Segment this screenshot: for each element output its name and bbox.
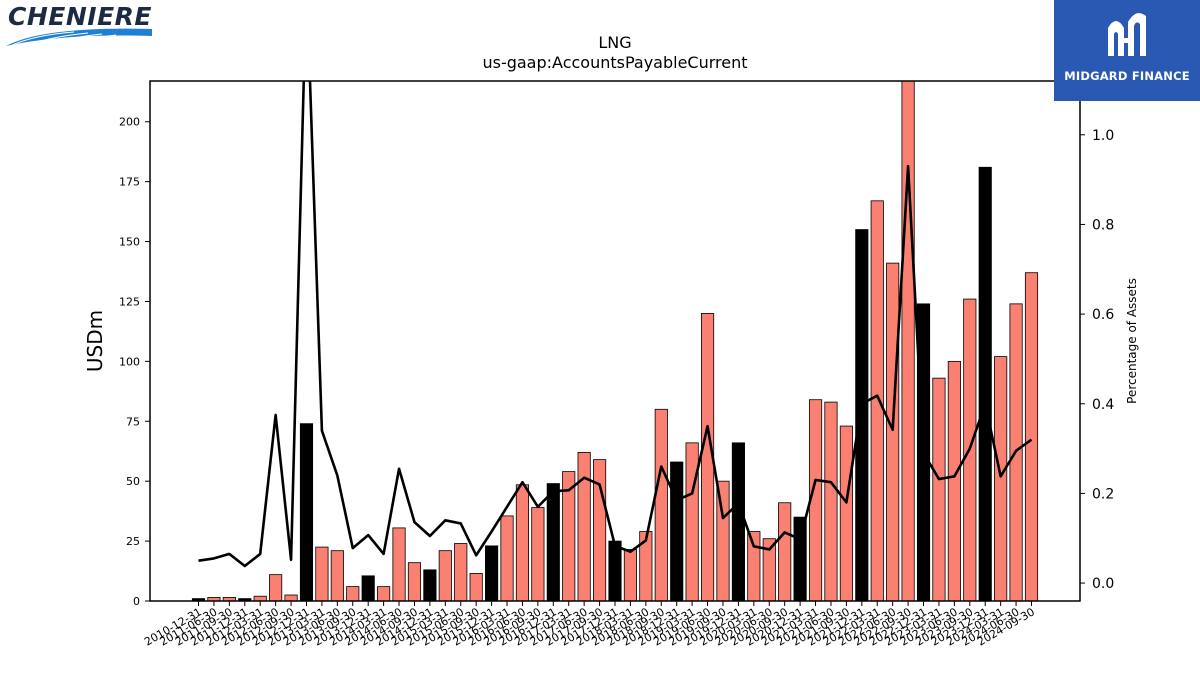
- bar: [500, 515, 514, 601]
- bar: [947, 360, 961, 601]
- bar: [747, 531, 761, 601]
- y-tick-label: 75: [126, 415, 140, 428]
- bar: [269, 574, 283, 601]
- bar: [623, 549, 638, 601]
- bar: [346, 586, 360, 601]
- bar: [299, 423, 314, 601]
- midgard-wordmark: MIDGARD FINANCE: [1064, 69, 1190, 83]
- y2-tick-label: 1.0: [1092, 128, 1114, 144]
- y-tick-label: 25: [126, 535, 140, 548]
- y-tick-label: 200: [119, 116, 140, 129]
- chart-subtitle: us-gaap:AccountsPayableCurrent: [482, 53, 747, 72]
- bar: [839, 425, 853, 601]
- midgard-mark-icon: [1108, 13, 1146, 57]
- y-tick-label: 50: [126, 475, 140, 488]
- line-group: [198, 81, 1033, 568]
- y-tick-label: 125: [119, 295, 140, 308]
- y2-tick-label: 0.6: [1092, 307, 1114, 323]
- percentage-line: [198, 81, 1033, 568]
- bar: [901, 81, 915, 601]
- bar: [762, 538, 776, 601]
- bar: [994, 356, 1008, 601]
- y-tick-label: 175: [119, 176, 140, 189]
- cheniere-swoosh-icon: [6, 28, 152, 47]
- y-tick-label: 0: [133, 595, 140, 608]
- bar: [685, 442, 699, 601]
- bar: [423, 569, 437, 601]
- bar: [778, 502, 792, 601]
- bar: [731, 442, 745, 601]
- bar: [253, 595, 267, 601]
- cheniere-logo: CHENIERE: [4, 2, 156, 54]
- y-tick-label: 150: [119, 236, 140, 249]
- bar: [670, 461, 684, 601]
- bar: [454, 543, 468, 601]
- bar: [407, 562, 422, 601]
- y2-tick-label: 0.2: [1092, 486, 1114, 502]
- bar: [469, 573, 483, 601]
- bar: [377, 586, 391, 601]
- y-axis-label: USDm: [83, 310, 107, 372]
- bar: [284, 594, 298, 601]
- bar: [608, 540, 622, 601]
- bar: [593, 459, 607, 601]
- right-axis-ticks: 0.0 0.2 0.4 0.6 0.8 1.0: [1080, 128, 1114, 592]
- y2-tick-label: 0.0: [1092, 576, 1114, 592]
- bar: [546, 483, 560, 601]
- bar: [824, 401, 838, 601]
- bar: [855, 229, 869, 601]
- bar: [562, 471, 576, 601]
- bar: [485, 545, 499, 601]
- bar: [978, 166, 992, 601]
- bar: [932, 377, 946, 601]
- chart-title: LNG: [598, 33, 631, 52]
- bar: [515, 484, 530, 601]
- bar: [315, 546, 329, 601]
- bar: [1024, 272, 1039, 601]
- y2-tick-label: 0.8: [1092, 217, 1114, 233]
- bar: [392, 527, 406, 601]
- bar: [330, 550, 344, 601]
- bar: [531, 507, 545, 601]
- bar: [654, 408, 668, 601]
- x-axis-ticks: 2010-12-312011-06-302011-09-302011-12-31…: [142, 601, 1037, 649]
- bar: [870, 200, 884, 601]
- bar: [438, 550, 452, 601]
- bar: [361, 575, 375, 601]
- cheniere-wordmark: CHENIERE: [8, 2, 152, 31]
- bar: [793, 516, 807, 601]
- bar: [639, 531, 653, 601]
- y-tick-label: 100: [119, 355, 140, 368]
- left-axis-ticks: 0 25 50 75 100 125 150 175 200: [119, 116, 150, 608]
- bar: [886, 262, 900, 601]
- y2-axis-label: Percentage of Assets: [1125, 278, 1139, 404]
- bar: [577, 452, 591, 601]
- y2-tick-label: 0.4: [1092, 397, 1114, 413]
- midgard-logo: MIDGARD FINANCE: [1054, 0, 1200, 101]
